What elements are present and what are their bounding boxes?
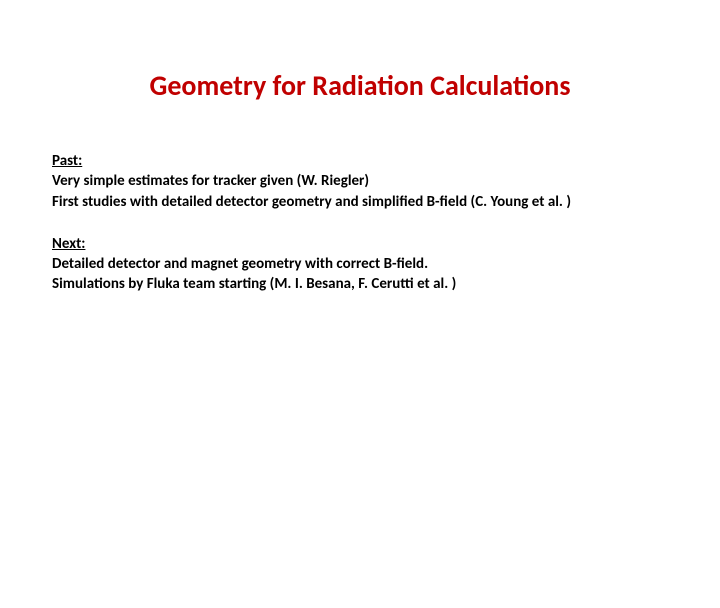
section-heading-next: Next: <box>52 234 668 254</box>
section-next: Next: Detailed detector and magnet geome… <box>52 234 668 295</box>
section-past: Past: Very simple estimates for tracker … <box>52 151 668 212</box>
section-line: Simulations by Fluka team starting (M. I… <box>52 274 668 294</box>
section-gap <box>52 212 668 234</box>
section-line: First studies with detailed detector geo… <box>52 192 668 212</box>
slide-container: Geometry for Radiation Calculations Past… <box>0 68 720 608</box>
slide-title: Geometry for Radiation Calculations <box>0 68 720 103</box>
section-line: Detailed detector and magnet geometry wi… <box>52 254 668 274</box>
section-heading-past: Past: <box>52 151 668 171</box>
slide-content: Past: Very simple estimates for tracker … <box>0 151 720 295</box>
section-line: Very simple estimates for tracker given … <box>52 171 668 191</box>
